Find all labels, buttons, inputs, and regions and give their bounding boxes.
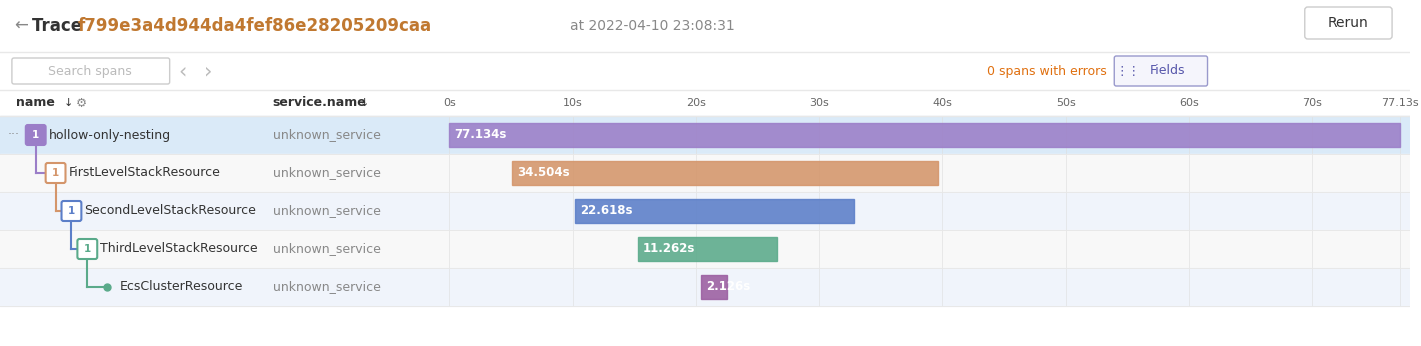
Bar [513, 161, 938, 185]
Text: 30s: 30s [810, 98, 828, 108]
Text: Trace: Trace [31, 17, 88, 35]
Text: 77.134s: 77.134s [455, 128, 507, 142]
Text: unknown_service: unknown_service [273, 281, 381, 293]
Bar [0, 230, 1410, 268]
FancyBboxPatch shape [77, 239, 97, 259]
Bar [449, 123, 1400, 147]
Text: unknown_service: unknown_service [273, 128, 381, 142]
Text: 77.13s: 77.13s [1381, 98, 1418, 108]
Text: 1: 1 [68, 206, 75, 216]
Text: unknown_service: unknown_service [273, 204, 381, 218]
FancyBboxPatch shape [26, 125, 45, 145]
Text: 40s: 40s [932, 98, 952, 108]
Text: ThirdLevelStackResource: ThirdLevelStackResource [101, 243, 257, 255]
FancyBboxPatch shape [61, 201, 81, 221]
Bar [0, 116, 1410, 154]
Text: Search spans: Search spans [48, 64, 132, 78]
Text: at 2022-04-10 23:08:31: at 2022-04-10 23:08:31 [570, 19, 735, 33]
Text: 20s: 20s [686, 98, 706, 108]
Text: 22.618s: 22.618s [580, 204, 632, 218]
Text: 34.504s: 34.504s [517, 166, 570, 180]
Text: 1: 1 [53, 168, 60, 178]
Text: unknown_service: unknown_service [273, 166, 381, 180]
Text: ⋮⋮: ⋮⋮ [1115, 64, 1141, 78]
Bar [0, 306, 1410, 346]
Bar [701, 275, 728, 299]
Text: ‹: ‹ [179, 61, 186, 81]
Text: Rerun: Rerun [1329, 16, 1368, 30]
Bar [0, 154, 1410, 192]
Text: 11.262s: 11.262s [642, 243, 695, 255]
Text: name: name [16, 97, 55, 109]
Text: f799e3a4d944da4fef86e28205209caa: f799e3a4d944da4fef86e28205209caa [77, 17, 432, 35]
Text: 1: 1 [33, 130, 40, 140]
FancyBboxPatch shape [1304, 7, 1393, 39]
FancyBboxPatch shape [1114, 56, 1208, 86]
Bar [576, 199, 854, 223]
Text: 1: 1 [84, 244, 91, 254]
Text: SecondLevelStackResource: SecondLevelStackResource [84, 204, 256, 218]
Text: ›: › [205, 61, 213, 81]
Bar [0, 268, 1410, 306]
Text: ⚙: ⚙ [75, 97, 87, 109]
Text: 10s: 10s [563, 98, 583, 108]
Text: ···: ··· [9, 128, 20, 142]
Text: 2.126s: 2.126s [706, 281, 750, 293]
Text: 70s: 70s [1302, 98, 1322, 108]
Text: 0s: 0s [443, 98, 456, 108]
Text: ←: ← [14, 17, 28, 35]
Text: 50s: 50s [1056, 98, 1076, 108]
Bar [0, 192, 1410, 230]
FancyBboxPatch shape [11, 58, 169, 84]
Text: 60s: 60s [1179, 98, 1199, 108]
Text: ↓: ↓ [64, 98, 72, 108]
Text: ↓: ↓ [360, 98, 369, 108]
Text: FirstLevelStackResource: FirstLevelStackResource [68, 166, 220, 180]
Text: 0 spans with errors: 0 spans with errors [986, 64, 1107, 78]
Text: hollow-only-nesting: hollow-only-nesting [48, 128, 171, 142]
Text: service.name: service.name [273, 97, 367, 109]
Text: Fields: Fields [1150, 64, 1185, 78]
Text: EcsClusterResource: EcsClusterResource [119, 281, 243, 293]
Bar [638, 237, 777, 261]
Text: unknown_service: unknown_service [273, 243, 381, 255]
FancyBboxPatch shape [45, 163, 65, 183]
